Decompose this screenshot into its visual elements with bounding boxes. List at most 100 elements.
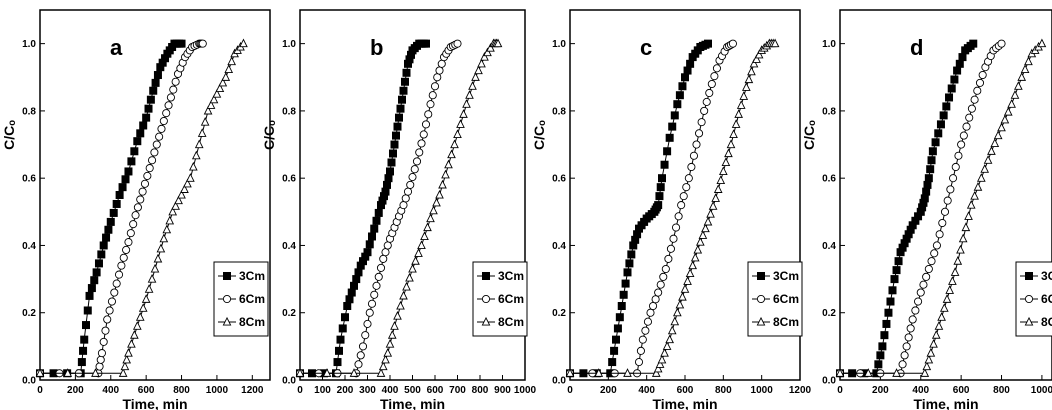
legend-marker	[481, 294, 491, 304]
data-point	[391, 131, 400, 140]
data-point	[124, 167, 133, 176]
data-point	[634, 358, 644, 367]
data-point	[124, 347, 133, 357]
data-point	[396, 300, 405, 310]
data-point	[701, 223, 710, 233]
legend-marker	[1024, 316, 1034, 326]
x-tick-label: 800	[173, 385, 190, 396]
data-point	[144, 104, 153, 113]
data-point	[90, 276, 99, 285]
data-point	[708, 201, 718, 210]
data-point	[465, 90, 474, 99]
x-tick-label: 1000	[1031, 385, 1052, 396]
data-point	[619, 290, 628, 299]
x-tick-label: 400	[912, 385, 929, 396]
data-point	[209, 94, 219, 104]
data-point	[378, 361, 388, 371]
data-point	[146, 95, 155, 104]
legend-entry: 3Cm	[1041, 269, 1052, 283]
data-point	[662, 341, 672, 350]
data-point	[338, 324, 347, 333]
data-point	[666, 244, 675, 253]
data-point	[890, 275, 899, 284]
data-point	[697, 118, 706, 127]
data-point	[126, 229, 135, 238]
data-point	[687, 162, 696, 172]
data-point	[135, 312, 145, 321]
data-point	[1000, 114, 1010, 124]
data-point	[653, 363, 663, 373]
data-point	[660, 160, 669, 169]
data-point	[967, 104, 976, 113]
data-point	[402, 68, 411, 77]
data-point	[695, 129, 704, 138]
data-point	[177, 189, 186, 199]
x-tick-label: 600	[953, 385, 970, 396]
data-point	[151, 78, 160, 87]
data-point	[965, 113, 974, 122]
data-point	[429, 205, 438, 215]
y-tick-label: 1.0	[282, 39, 296, 50]
data-point	[414, 248, 423, 257]
data-point	[939, 111, 948, 120]
panel-label: b	[370, 35, 383, 60]
data-point	[206, 100, 216, 109]
x-tick-label: 1000	[206, 385, 229, 396]
data-point	[444, 159, 453, 169]
data-point	[706, 208, 715, 218]
data-point	[376, 263, 386, 272]
data-point	[689, 151, 698, 160]
data-point	[928, 147, 937, 156]
data-point	[133, 137, 142, 146]
data-point	[132, 321, 142, 330]
data-point	[218, 77, 228, 87]
data-point	[931, 330, 941, 339]
data-point	[711, 193, 720, 202]
legend-entry: 6Cm	[239, 292, 265, 306]
data-point	[174, 195, 183, 205]
data-point	[390, 321, 399, 330]
data-point	[610, 346, 619, 355]
y-tick-label: 1.0	[22, 39, 36, 50]
data-point	[615, 313, 624, 322]
data-point	[110, 288, 119, 297]
data-point	[118, 368, 128, 377]
y-tick-label: 0.2	[282, 308, 296, 319]
data-point	[724, 148, 733, 158]
x-tick-label: 200	[600, 385, 617, 396]
data-point	[654, 201, 663, 210]
data-point	[677, 201, 686, 210]
data-point	[381, 248, 390, 257]
data-point	[565, 368, 575, 377]
data-point	[1020, 64, 1030, 73]
x-tick-label: 200	[67, 385, 84, 396]
data-point	[471, 72, 480, 81]
data-point	[410, 165, 419, 174]
data-point	[993, 130, 1003, 140]
data-point	[621, 279, 630, 288]
data-point	[143, 171, 152, 180]
data-point	[322, 368, 332, 377]
series-line	[840, 43, 1043, 374]
data-point	[114, 270, 124, 279]
data-point	[731, 119, 741, 128]
data-point	[191, 150, 201, 160]
y-tick-label: 0.4	[22, 241, 36, 252]
data-point	[953, 256, 963, 265]
data-point	[623, 268, 632, 277]
data-point	[169, 85, 178, 94]
data-point	[109, 208, 118, 217]
data-point	[670, 111, 679, 120]
data-point	[399, 290, 408, 300]
y-tick-label: 0.4	[822, 241, 836, 252]
x-tick-label: 400	[382, 385, 399, 396]
data-point	[106, 217, 115, 226]
data-point	[716, 175, 726, 184]
data-point	[880, 331, 889, 340]
data-point	[148, 156, 157, 165]
data-point	[696, 236, 705, 246]
legend: 3Cm 6Cm 8Cm	[747, 261, 803, 337]
data-point	[162, 224, 172, 234]
data-point	[950, 75, 959, 84]
